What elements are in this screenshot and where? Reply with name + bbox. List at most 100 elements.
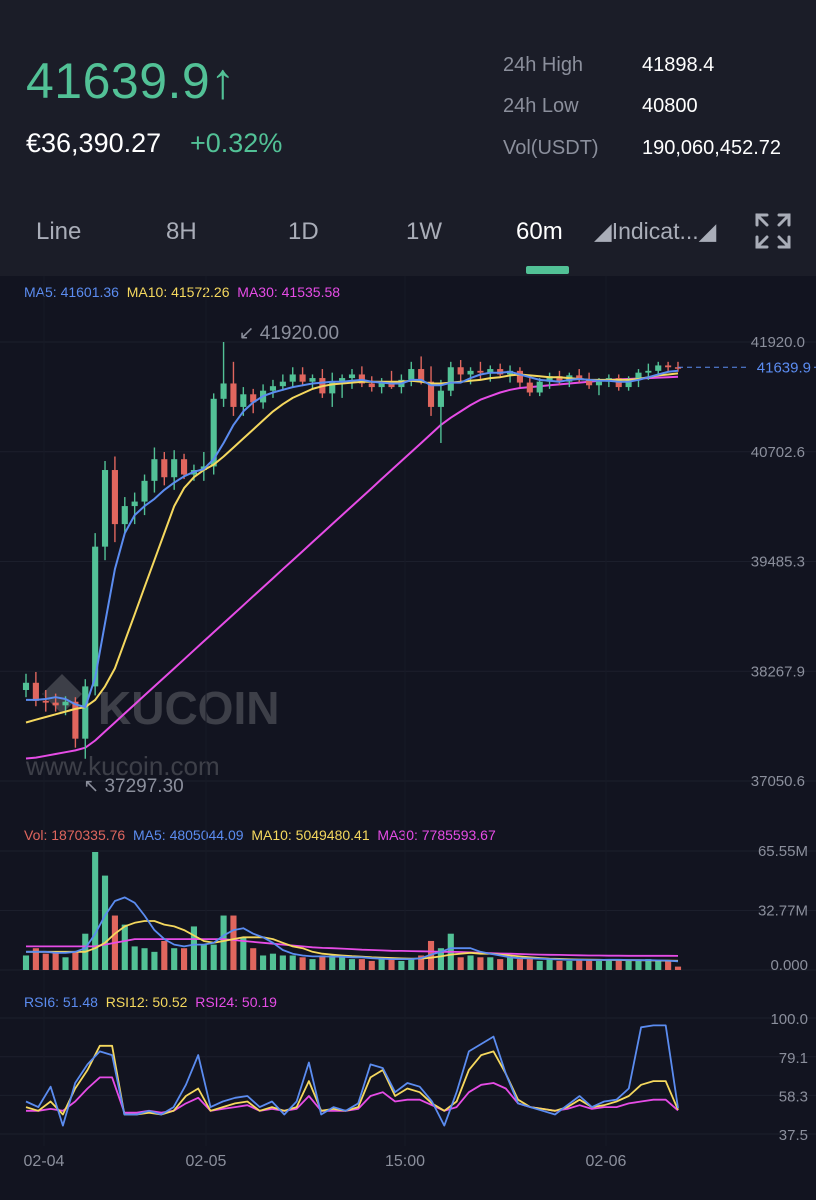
volume-bar <box>180 948 188 970</box>
candle-body <box>171 459 178 478</box>
volume-bar <box>398 960 405 970</box>
volume-bar <box>566 960 573 970</box>
volume-ma-lines <box>26 896 679 963</box>
volume-bar <box>200 944 207 970</box>
chart-area[interactable]: MA5: 41601.36 MA10: 41572.26 MA30: 41535… <box>0 276 816 1200</box>
volume-bar <box>665 960 672 970</box>
volume-bar <box>674 966 682 970</box>
candle-body <box>62 701 69 706</box>
ma10-price-line <box>25 372 679 724</box>
change-percent: +0.32% <box>190 128 283 158</box>
candle-body <box>487 369 494 373</box>
fullscreen-icon[interactable] <box>754 212 792 250</box>
candle-body <box>151 459 158 481</box>
price-ma-legend: MA5: 41601.36 MA10: 41572.26 MA30: 41535… <box>24 284 340 300</box>
candle-body <box>269 386 277 391</box>
kucoin-logo-icon <box>42 674 82 714</box>
candle-body <box>230 383 237 407</box>
ma-lines <box>25 369 679 724</box>
volume-bar <box>655 960 662 970</box>
volume-axis-tick: 32.77M <box>758 903 808 920</box>
stat-value-volume: 190,060,452.72 <box>642 137 782 159</box>
volume-bar <box>457 957 464 970</box>
candle-body <box>368 383 375 388</box>
candle-body <box>418 369 425 382</box>
stat-value-24h-low: 40800 <box>642 95 698 117</box>
legend-ma30: MA30: 41535.58 <box>237 284 341 300</box>
volume-bar <box>408 959 415 970</box>
candle-body <box>42 700 49 703</box>
volume-bar <box>161 940 168 970</box>
stat-value-24h-high: 41898.4 <box>642 54 715 76</box>
candle-body <box>32 682 39 701</box>
rsi12-line <box>25 1044 679 1116</box>
candle-body <box>576 375 583 380</box>
candle-body <box>348 374 356 379</box>
candle-body <box>289 374 296 382</box>
candle-body <box>457 367 464 375</box>
volume-bar <box>32 948 39 970</box>
candle-body <box>111 470 118 525</box>
candle-body <box>378 381 385 388</box>
candle-body <box>121 506 128 525</box>
max-price-marker: ↙ 41920.00 <box>239 323 339 344</box>
volume-bar <box>62 957 69 970</box>
active-tab-indicator <box>526 266 569 274</box>
rsi-lines <box>25 1024 679 1127</box>
volume-bar <box>121 924 128 970</box>
price-up-arrow-icon: ↑ <box>210 53 236 109</box>
volume-bar <box>329 955 336 970</box>
price-axis-tick: 37050.6 <box>751 773 805 790</box>
candle-body <box>220 383 227 399</box>
rsi-axis-tick: 100.0 <box>770 1011 808 1028</box>
grid-lines <box>0 276 816 1146</box>
candle-body <box>655 365 662 371</box>
watermark: KUCOIN www.kucoin.com <box>25 674 279 781</box>
volume-bar <box>279 955 286 970</box>
volume-ma5-line <box>26 896 679 963</box>
tab-line[interactable]: Line <box>36 218 82 245</box>
legend-vol-ma30: MA30: 7785593.67 <box>377 827 496 843</box>
volume-bar <box>269 953 277 970</box>
rsi-axis-tick: 58.3 <box>779 1088 808 1105</box>
candle-body <box>595 381 603 386</box>
ticker-header: 41639.9↑ €36,390.27 +0.32% 24h High 4189… <box>0 0 816 200</box>
candle-body <box>556 376 563 382</box>
volume-bar <box>625 960 632 970</box>
tab-8h[interactable]: 8H <box>166 218 197 245</box>
candle-body <box>279 381 286 387</box>
volume-bar <box>645 959 652 970</box>
ma5-price-line <box>26 369 679 709</box>
tab-1w[interactable]: 1W <box>406 218 442 245</box>
legend-vol-ma10: MA10: 5049480.41 <box>251 827 370 843</box>
candle-body <box>467 370 474 375</box>
volume-bar <box>418 955 425 970</box>
price-axis-tick: 40702.6 <box>751 444 805 461</box>
tab-1d[interactable]: 1D <box>288 218 319 245</box>
tab-indicators[interactable]: ◢Indicat...◢ <box>594 218 717 244</box>
volume-bar <box>151 951 158 970</box>
kline-chart[interactable]: KUCOIN www.kucoin.com 41920.0 40702.6 3948… <box>0 276 816 1200</box>
interval-tabs: Line 8H 1D 1W 60m ◢Indicat...◢ <box>0 200 816 276</box>
volume-axis-tick: 0.000 <box>770 957 808 974</box>
volume-bar <box>309 959 316 970</box>
candle-body <box>645 370 652 373</box>
tab-60m[interactable]: 60m <box>516 218 563 245</box>
candle-body <box>477 370 484 373</box>
volume-bar <box>526 959 533 970</box>
volume-bar <box>92 851 99 970</box>
candle-body <box>408 369 415 380</box>
candle-body <box>586 379 593 386</box>
candle-body <box>674 367 682 369</box>
volume-bar <box>299 957 306 970</box>
legend-vol-ma5: MA5: 4805044.09 <box>133 827 244 843</box>
candle-body <box>141 480 148 502</box>
axis-labels: 41920.0 40702.6 39485.3 38267.9 37050.6 ↙ 419… <box>24 323 816 1170</box>
x-axis-label: 02-06 <box>586 1153 627 1170</box>
volume-bar <box>605 959 612 970</box>
price-axis-tick: 38267.9 <box>751 663 805 680</box>
price-axis-tick: 39485.3 <box>751 554 805 571</box>
candle-body <box>437 390 444 407</box>
candle-body <box>447 367 454 391</box>
rsi6-line <box>25 1024 679 1127</box>
